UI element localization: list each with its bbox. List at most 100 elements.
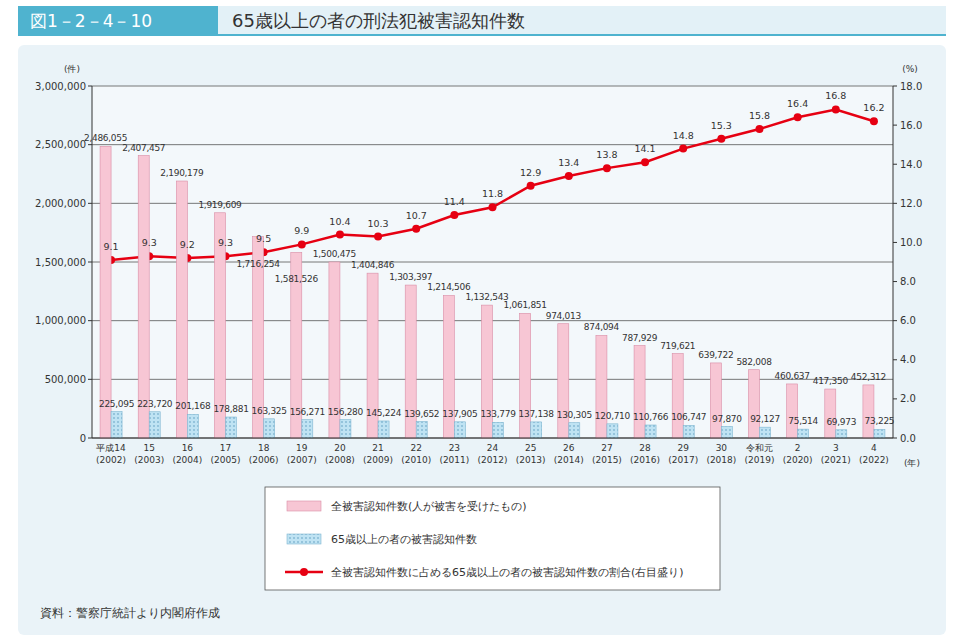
line-marker <box>870 117 878 125</box>
bar-label: 787,929 <box>622 333 658 343</box>
x-tick-line: (2017) <box>668 455 698 465</box>
y-tick-label: 500,000 <box>45 374 86 385</box>
y2-tick-label: 16.0 <box>900 120 922 131</box>
line-marker <box>832 105 840 113</box>
line-label: 10.3 <box>367 218 388 229</box>
x-tick-line: (2021) <box>821 455 851 465</box>
x-tick-line: (2003) <box>134 455 164 465</box>
legend-label: 65歳以上の者の被害認知件数 <box>331 533 477 546</box>
line-marker <box>450 211 458 219</box>
y2-tick-label: 12.0 <box>900 198 922 209</box>
bar <box>749 370 760 438</box>
bar-label: 92,127 <box>750 414 780 424</box>
x-tick-line: (2004) <box>172 455 202 465</box>
y2-tick-label: 8.0 <box>900 276 916 287</box>
line-marker <box>527 182 535 190</box>
x-tick-label: 平成14(2002) <box>96 443 126 465</box>
line-marker <box>603 164 611 172</box>
x-tick-line: (2008) <box>325 455 355 465</box>
line-label: 15.3 <box>711 120 732 131</box>
line-marker <box>717 135 725 143</box>
y-axis <box>92 86 93 438</box>
line-label: 11.8 <box>482 188 503 199</box>
bar-label: 460,637 <box>775 371 810 381</box>
y-tick-label: 2,000,000 <box>35 198 86 209</box>
grid-line <box>92 144 893 145</box>
bar-label: 137,905 <box>442 409 477 419</box>
line-marker <box>336 231 344 239</box>
x-tick-label: 17 (2005) <box>211 443 241 465</box>
y2-tick <box>893 438 897 439</box>
y2-tick <box>893 398 897 399</box>
x-tick-line: (2005) <box>211 455 241 465</box>
x-tick-label: 25(2013) <box>516 443 546 465</box>
x-tick-line: (2002) <box>96 455 126 465</box>
y-tick <box>88 320 92 321</box>
line-label: 10.7 <box>406 210 427 221</box>
x-tick-label: 20(2008) <box>325 443 355 465</box>
bar <box>340 420 351 438</box>
y2-tick <box>893 86 897 87</box>
x-tick-line: 24 <box>487 443 499 453</box>
bar-label: 178,881 <box>213 404 248 414</box>
y-tick-label: 2,500,000 <box>35 139 86 150</box>
y2-tick-label: 4.0 <box>900 354 916 365</box>
chart: 図1－2－4－1065歳以上の者の刑法犯被害認知件数0500,0001,000,… <box>0 0 964 643</box>
bar <box>187 414 198 438</box>
line-label: 11.4 <box>444 196 465 207</box>
line-marker <box>412 225 420 233</box>
grid-line <box>92 438 893 439</box>
x-tick-line: (2006) <box>249 455 279 465</box>
bar-label: 156,271 <box>290 407 325 417</box>
bar <box>138 156 149 438</box>
x-tick-line: 17 <box>220 443 231 453</box>
bar-label: 1,303,397 <box>389 272 432 282</box>
bar-label: 75,514 <box>788 416 818 426</box>
bar-label: 1,581,526 <box>275 274 319 284</box>
y-tick <box>88 144 92 145</box>
x-tick-label: 22(2010) <box>401 443 431 465</box>
bar-label: 133,779 <box>480 409 516 419</box>
y2-tick-label: 0.0 <box>900 433 916 444</box>
bar <box>149 412 160 438</box>
x-tick-label: 30(2018) <box>706 443 736 465</box>
bar <box>798 429 809 438</box>
bar <box>378 421 389 438</box>
x-tick-label: 18 (2006) <box>249 443 279 465</box>
y-tick <box>88 203 92 204</box>
line-label: 16.4 <box>787 98 808 109</box>
x-tick-line: (2019) <box>745 455 775 465</box>
x-tick-line: 29 <box>677 443 689 453</box>
x-tick-line: (2011) <box>439 455 469 465</box>
bar-label: 1,500,475 <box>313 249 356 259</box>
x-tick-label: 16(2004) <box>172 443 202 465</box>
bar <box>634 346 645 438</box>
bar <box>302 420 313 438</box>
x-tick-line: 3 <box>833 443 839 453</box>
x-tick-label: 29 (2017) <box>668 443 698 465</box>
x-tick-line: (2014) <box>554 455 584 465</box>
line-label: 16.8 <box>825 90 846 101</box>
y2-tick <box>893 281 897 282</box>
x-tick-label: 4(2022) <box>859 443 889 465</box>
y-tick-label: 1,000,000 <box>35 315 86 326</box>
bar <box>531 422 542 438</box>
x-tick-label: 15(2003) <box>134 443 164 465</box>
bar-label: 2,407,457 <box>122 143 165 153</box>
line-marker <box>489 203 497 211</box>
header-band <box>218 6 946 34</box>
line-label: 10.4 <box>329 216 350 227</box>
x-tick-line: 2 <box>795 443 801 453</box>
bar <box>721 427 732 438</box>
x-tick-line: 18 <box>258 443 270 453</box>
line-label: 14.1 <box>634 143 655 154</box>
bar <box>607 424 618 438</box>
line-label: 15.8 <box>749 110 770 121</box>
bar-label: 223,720 <box>137 399 173 409</box>
data-labels: 2,486,0552,407,4572,190,1791,919,6091,71… <box>84 90 894 426</box>
bar-label: 1,214,506 <box>427 282 471 292</box>
bar <box>710 363 721 438</box>
bar-label: 974,013 <box>546 311 581 321</box>
bar-label: 417,350 <box>813 376 849 386</box>
bar-label: 582,008 <box>736 357 772 367</box>
